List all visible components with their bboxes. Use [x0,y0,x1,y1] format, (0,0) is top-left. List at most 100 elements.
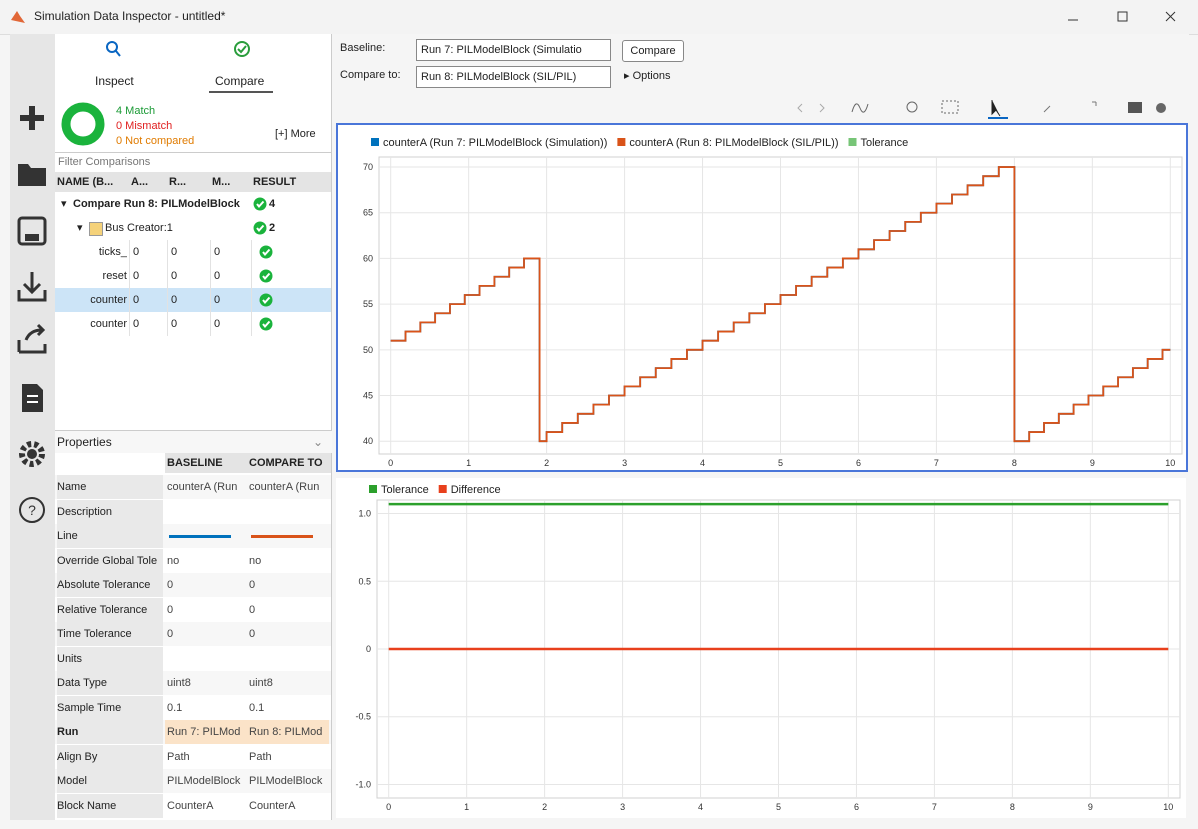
result-count: 2 [269,216,289,240]
prop-value: 0.1 [165,696,247,720]
signal-chart: 01234567891040455055606570counterA (Run … [336,123,1188,472]
bus-icon [89,222,103,236]
x-tick-label: 6 [856,458,861,468]
prop-label: Data Type [57,671,163,695]
prop-label: Align By [57,745,163,769]
side-toolbar[interactable]: ? [10,34,55,820]
tree-row: ▾ Bus Creator:12 [55,216,331,240]
tree-row: counter000 [55,312,331,336]
compare-tab[interactable]: Compare [215,74,264,88]
y-tick-label: 1.0 [358,509,371,519]
tree-header-cell: NAME (B... [57,172,127,192]
legend-swatch [371,138,379,146]
col-divider [129,240,130,264]
legend-swatch [439,485,447,493]
col-divider [167,288,168,312]
compare-button[interactable]: Compare [622,40,684,62]
y-tick-label: 50 [363,345,373,355]
x-tick-label: 1 [466,458,471,468]
difference-chart: 0123456789101.00.50-0.5-1.0ToleranceDiff… [336,478,1186,818]
x-tick-label: 2 [542,802,547,812]
compare-to-dropdown[interactable]: Run 8: PILModelBlock (SIL/PIL) [416,66,611,88]
prop-value: PILModelBlock [165,769,247,793]
prop-row: Absolute Tolerance00 [55,573,331,597]
prop-row: Relative Tolerance00 [55,598,331,622]
x-tick-label: 0 [388,458,393,468]
prop-value: 0 [247,598,329,622]
tree-header-cell: RESULT [253,172,329,192]
tree-row: reset000 [55,264,331,288]
prop-label: Description [57,500,163,524]
prop-label: Model [57,769,163,793]
compare-panel: Inspect Compare 4 Match 0 Mismatch 0 Not… [55,34,332,820]
more-link[interactable]: [+] More [275,128,316,140]
inspect-tab[interactable]: Inspect [95,74,134,88]
check-icon [253,221,267,235]
compare-to-label: Compare to: [340,69,401,81]
tree-group-name: Compare Run 8: PILModelBlock [73,192,257,216]
not-compared-count: 0 Not compared [116,135,194,147]
expand-arrow: ▾ [77,216,87,240]
prop-label: Sample Time [57,696,163,720]
x-tick-label: 10 [1163,802,1173,812]
y-tick-label: 70 [363,162,373,172]
x-tick-label: 6 [854,802,859,812]
window-title: Simulation Data Inspector - untitled* [34,9,225,23]
col-divider [210,312,211,336]
tree-cell: 0 [214,312,244,336]
tree-row: counter000 [55,288,331,312]
legend-label: Difference [451,484,501,496]
prop-label: Line [57,524,163,548]
plot-toolbar[interactable] [792,96,1182,120]
window-controls[interactable] [1060,8,1190,26]
filter-box[interactable]: Filter Comparisons [55,152,332,173]
x-tick-label: 8 [1012,458,1017,468]
x-tick-label: 7 [934,458,939,468]
legend-label: Tolerance [861,137,909,149]
prop-label: Units [57,647,163,671]
options-label: Options [633,70,671,82]
prop-value: Path [247,745,329,769]
col-divider [210,264,211,288]
tree-cell: 0 [171,264,201,288]
check-icon [259,269,273,283]
legend-swatch [617,138,625,146]
prop-row: Units [55,647,331,671]
prop-label: Override Global Tole [57,549,163,573]
baseline-dropdown[interactable]: Run 7: PILModelBlock (Simulatio [416,39,611,61]
signal-name: counter [85,288,127,312]
legend-label: counterA (Run 7: PILModelBlock (Simulati… [383,137,607,149]
prop-value: 0 [165,598,247,622]
prop-value: 0.1 [247,696,329,720]
prop-header: BASELINECOMPARE TO [165,453,331,473]
x-tick-label: 3 [620,802,625,812]
tree-cell: 0 [214,264,244,288]
y-tick-label: -1.0 [355,779,371,789]
prop-label: Relative Tolerance [57,598,163,622]
tree-row: ▾Compare Run 8: PILModelBlock4 [55,192,331,216]
line-swatch [251,535,313,538]
x-tick-label: 2 [544,458,549,468]
prop-value: 0 [247,573,329,597]
properties-table: BASELINECOMPARE TONamecounterA (Runcount… [55,453,331,820]
tree-cell: 0 [214,288,244,312]
prop-value: 0 [165,622,247,646]
col-divider [129,312,130,336]
properties-header: Properties⌄ [55,430,333,453]
x-tick-label: 8 [1010,802,1015,812]
prop-value: 0 [165,573,247,597]
tree-group-name: Bus Creator:1 [105,216,273,240]
check-icon [259,293,273,307]
prop-label: Absolute Tolerance [57,573,163,597]
x-tick-label: 4 [700,458,705,468]
options-toggle[interactable]: ▸ Options [624,69,671,82]
x-tick-label: 9 [1090,458,1095,468]
comparison-tree: NAME (B...A...R...M...RESULT▾Compare Run… [55,172,331,432]
prop-value: uint8 [165,671,247,695]
match-count: 4 Match [116,105,155,117]
prop-value: Run 8: PILMod [247,720,329,744]
y-tick-label: 55 [363,299,373,309]
tree-cell: 0 [133,312,163,336]
compare-icon [233,40,251,58]
